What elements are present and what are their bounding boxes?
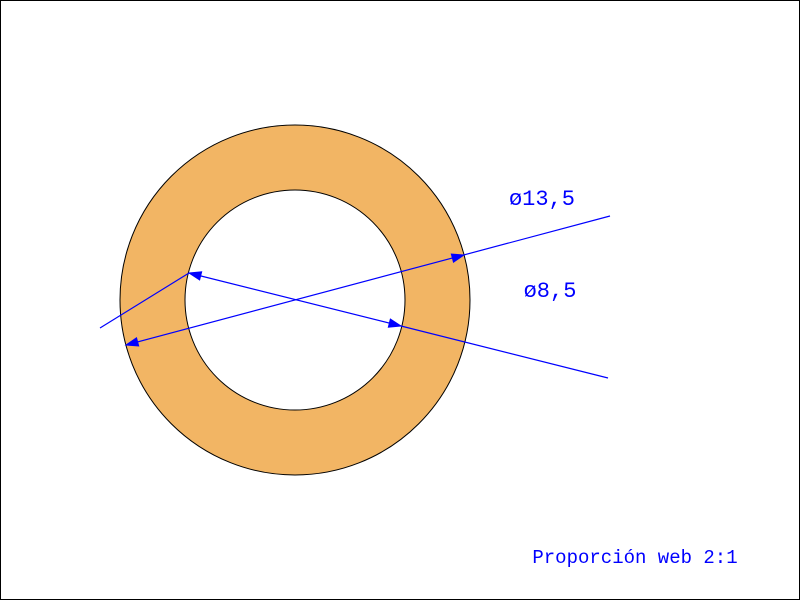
footer-text: Proporción web 2:1: [532, 547, 737, 569]
outer-dim-label: ø13,5: [509, 187, 575, 212]
inner-dim-label: ø8,5: [524, 279, 577, 304]
